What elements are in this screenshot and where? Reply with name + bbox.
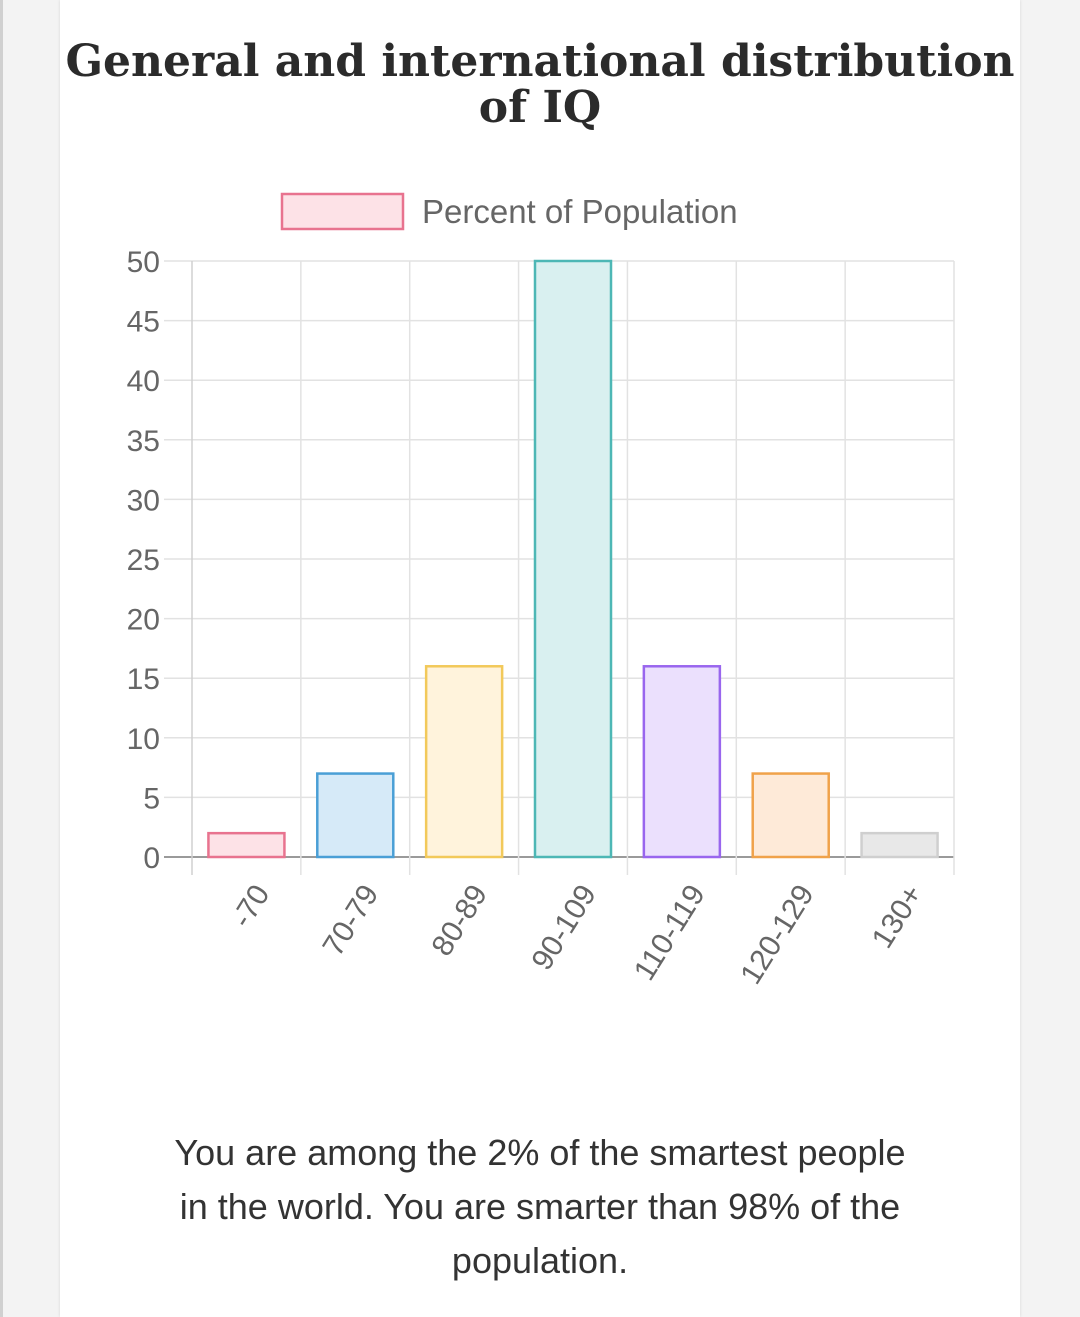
left-edge bbox=[0, 0, 3, 1317]
x-tick-label: 110-119 bbox=[628, 879, 712, 986]
y-tick-label: 30 bbox=[127, 484, 160, 517]
x-tick-label: -70 bbox=[225, 879, 276, 933]
x-tick-label: 70-79 bbox=[317, 879, 386, 962]
y-tick-label: 20 bbox=[127, 604, 160, 637]
x-tick-label: 90-109 bbox=[525, 879, 602, 976]
page-title: General and international distribution o… bbox=[0, 39, 1080, 131]
bar-90-109[interactable] bbox=[533, 259, 613, 859]
result-message: You are among the 2% of the smartest peo… bbox=[174, 1132, 906, 1281]
y-tick-label: 5 bbox=[143, 782, 160, 815]
legend: Percent of Population bbox=[280, 192, 738, 231]
x-tick-label: 130+ bbox=[866, 879, 930, 954]
y-tick-label: 15 bbox=[127, 663, 160, 696]
bar-130+[interactable] bbox=[860, 831, 939, 859]
bar-120-129[interactable] bbox=[751, 772, 830, 859]
bars bbox=[207, 259, 939, 859]
iq-distribution-chart: 0 5 10 15 20 25 30 35 40 45 50 -70 70-79 80-89 90-109 1… bbox=[127, 192, 955, 990]
page-title-line2: of IQ bbox=[478, 82, 602, 134]
y-tick-label: 50 bbox=[127, 246, 160, 279]
y-tick-label: 45 bbox=[127, 306, 160, 339]
y-tick-label: 25 bbox=[127, 544, 160, 577]
y-tick-label: 35 bbox=[127, 425, 160, 458]
bar-70-79[interactable] bbox=[316, 772, 395, 859]
bar-80-89[interactable] bbox=[424, 665, 504, 859]
legend-label[interactable]: Percent of Population bbox=[422, 193, 738, 230]
bar-110-119[interactable] bbox=[642, 665, 722, 859]
bar--70[interactable] bbox=[207, 831, 286, 859]
x-tick-label: 80-89 bbox=[425, 879, 494, 962]
page-title-line1: General and international distribution bbox=[65, 36, 1015, 88]
y-tick-label: 40 bbox=[127, 365, 160, 398]
y-tick-label: 0 bbox=[143, 842, 160, 875]
legend-swatch[interactable] bbox=[280, 192, 405, 231]
y-tick-label: 10 bbox=[127, 723, 160, 756]
x-tick-label: 120-129 bbox=[734, 879, 820, 990]
